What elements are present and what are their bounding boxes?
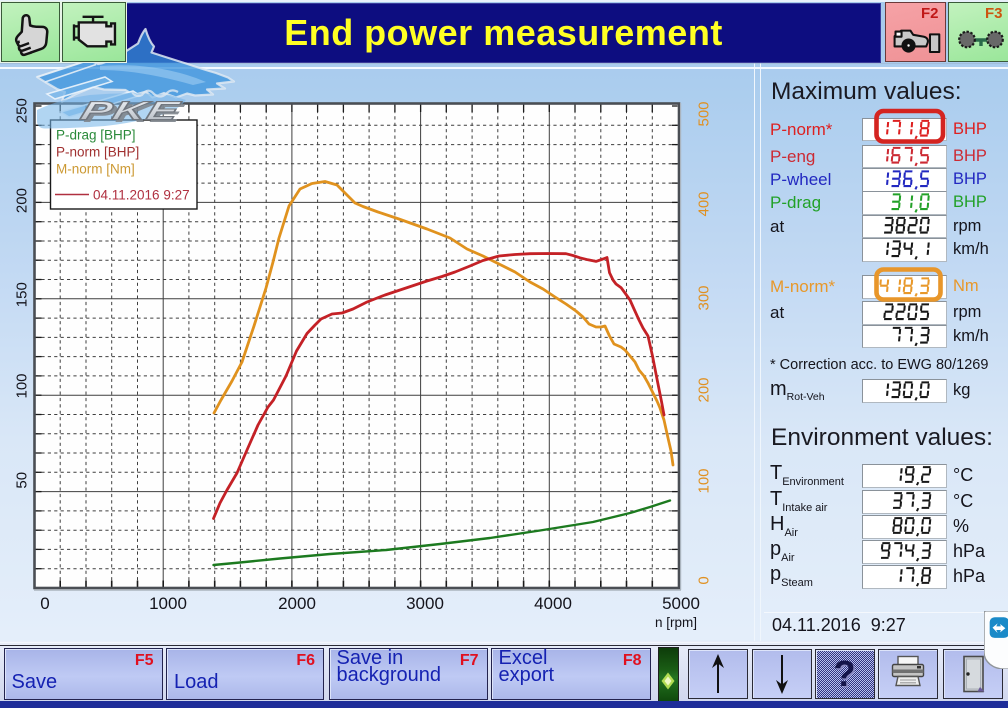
svg-text:2000: 2000 [278, 594, 316, 613]
svg-text:400: 400 [696, 191, 713, 216]
svg-text:PKE: PKE [77, 97, 184, 126]
svg-text:04.11.2016 9:27: 04.11.2016 9:27 [93, 188, 190, 203]
svg-text:0: 0 [696, 576, 713, 584]
svg-text:4000: 4000 [534, 594, 572, 613]
svg-text:PKE: PKE [81, 99, 188, 128]
svg-text:3000: 3000 [406, 594, 444, 613]
svg-text:150: 150 [14, 282, 31, 307]
svg-text:0: 0 [40, 594, 49, 613]
svg-text:250: 250 [14, 98, 31, 123]
svg-text:5000: 5000 [662, 594, 700, 613]
svg-text:n [rpm]: n [rpm] [655, 615, 697, 630]
svg-text:P-norm [BHP]: P-norm [BHP] [56, 145, 139, 160]
svg-text:500: 500 [696, 101, 713, 126]
svg-text:P-drag [BHP]: P-drag [BHP] [56, 128, 136, 143]
svg-text:200: 200 [14, 188, 31, 213]
svg-text:M-norm [Nm]: M-norm [Nm] [56, 162, 135, 177]
svg-text:50: 50 [14, 472, 31, 489]
svg-text:200: 200 [696, 377, 713, 402]
svg-text:100: 100 [696, 468, 713, 493]
svg-text:100: 100 [14, 373, 31, 398]
svg-text:1000: 1000 [149, 594, 187, 613]
svg-text:300: 300 [696, 285, 713, 310]
